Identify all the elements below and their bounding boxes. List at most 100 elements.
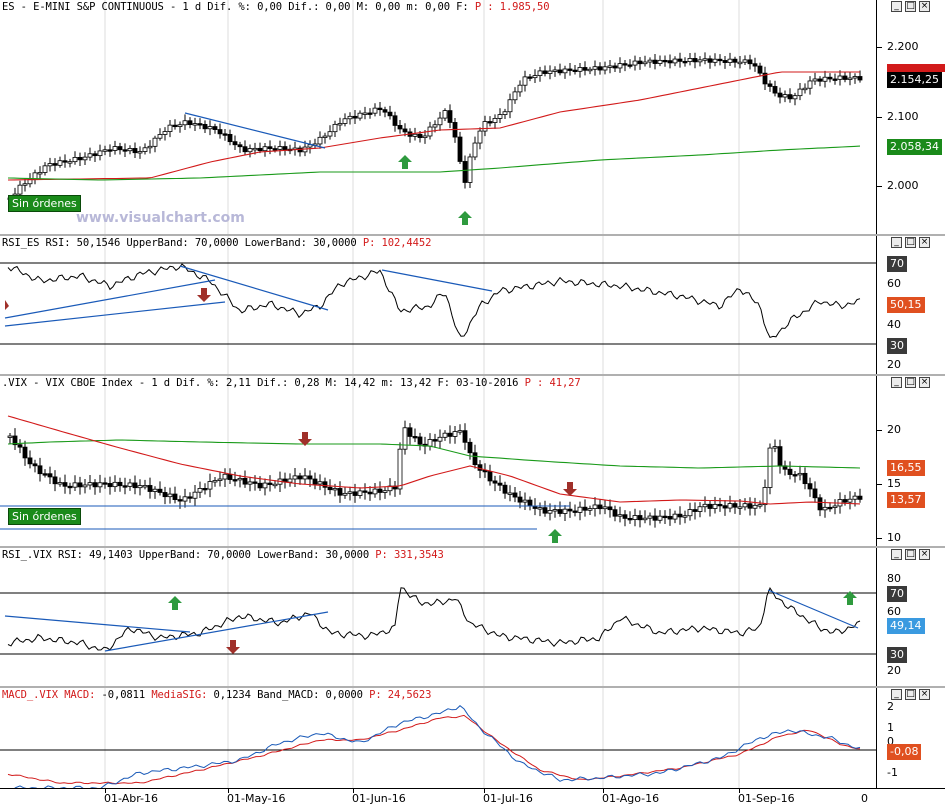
close-icon[interactable]: × xyxy=(919,377,930,388)
maximize-icon[interactable]: □ xyxy=(905,237,916,248)
date-axis[interactable]: 01-Abr-16 01-May-16 01-Jun-16 01-Jul-16 … xyxy=(0,788,945,806)
rsi-es-chart[interactable] xyxy=(0,236,876,374)
no-orders-badge[interactable]: Sin órdenes xyxy=(8,195,81,212)
trend-line xyxy=(4,615,191,633)
candle xyxy=(567,68,573,71)
candle xyxy=(412,133,418,137)
candle xyxy=(17,184,23,195)
candle xyxy=(772,86,778,94)
candle xyxy=(382,109,388,113)
no-orders-badge[interactable]: Sin órdenes xyxy=(8,508,81,525)
close-icon[interactable]: × xyxy=(919,1,930,12)
candle xyxy=(497,114,503,119)
candle xyxy=(637,515,643,521)
candle xyxy=(472,452,478,466)
candle xyxy=(252,481,258,484)
minimize-icon[interactable]: _ xyxy=(891,549,902,560)
vix-price-panel: .VIX - VIX CBOE Index - 1 d Dif. %: 2,11… xyxy=(0,376,945,548)
candle xyxy=(732,503,738,508)
maximize-icon[interactable]: □ xyxy=(905,377,916,388)
candle xyxy=(812,488,818,499)
candle xyxy=(222,133,228,136)
candle xyxy=(817,78,823,82)
candle xyxy=(122,485,128,488)
candle xyxy=(22,446,28,459)
candle xyxy=(32,463,38,467)
macd-chart[interactable] xyxy=(0,688,876,788)
candle xyxy=(677,58,683,62)
candle xyxy=(422,135,428,139)
candle xyxy=(487,121,493,124)
es-price-axis[interactable]: _ □ × 2.200 2.100 2.000 2.154,25 2.058,34 xyxy=(876,0,945,234)
candle xyxy=(52,476,58,485)
candle xyxy=(492,118,498,123)
candle xyxy=(742,503,748,508)
macd-header-name: MACD_.VIX MACD: xyxy=(2,689,96,701)
trend-line xyxy=(4,279,216,319)
rsi-vix-tick: 20 xyxy=(887,664,901,677)
rsi-vix-chart[interactable] xyxy=(0,548,876,686)
rsi-vix-tick: 60 xyxy=(887,605,901,618)
candle xyxy=(292,475,298,480)
vix-candlestick-chart[interactable] xyxy=(0,376,876,546)
maximize-icon[interactable]: □ xyxy=(905,1,916,12)
candle xyxy=(67,161,73,164)
candle xyxy=(212,126,218,130)
maximize-icon[interactable]: □ xyxy=(905,689,916,700)
candle xyxy=(497,482,503,486)
candle xyxy=(47,473,53,478)
candle xyxy=(212,480,218,483)
minimize-icon[interactable]: _ xyxy=(891,377,902,388)
close-icon[interactable]: × xyxy=(919,237,930,248)
candle xyxy=(587,68,593,72)
macd-line xyxy=(14,705,861,788)
trend-line xyxy=(4,301,226,327)
vix-price-axis[interactable]: _ □ × 20 15 10 16,55 13,57 xyxy=(876,376,945,546)
candle xyxy=(602,66,608,71)
candle xyxy=(532,75,538,79)
candle xyxy=(527,499,533,507)
candle xyxy=(397,448,403,490)
candle xyxy=(717,58,723,62)
candle xyxy=(327,131,333,137)
minimize-icon[interactable]: _ xyxy=(891,689,902,700)
candle xyxy=(372,488,378,495)
candle xyxy=(192,123,198,126)
candle xyxy=(797,88,803,97)
close-icon[interactable]: × xyxy=(919,549,930,560)
vix-ma-green-line xyxy=(7,439,861,469)
candle xyxy=(732,58,738,63)
rsi-vix-axis[interactable]: _ □ × 80 70 60 49,14 30 20 xyxy=(876,548,945,686)
candle xyxy=(572,69,578,73)
rsi-es-panel-controls: _ □ × xyxy=(891,237,930,248)
date-label: 01-Abr-16 xyxy=(104,792,159,805)
es-ma-red-marker xyxy=(887,64,945,72)
candle xyxy=(537,507,543,510)
rsi-es-axis[interactable]: _ □ × 70 60 50,15 40 30 20 xyxy=(876,236,945,374)
candle xyxy=(727,503,733,509)
macd-axis[interactable]: _ □ × 2 1 0 -0,08 -1 xyxy=(876,688,945,788)
candle xyxy=(252,147,258,151)
vix-header: .VIX - VIX CBOE Index - 1 d Dif. %: 2,11… xyxy=(2,377,581,389)
candle xyxy=(267,146,273,149)
close-icon[interactable]: × xyxy=(919,689,930,700)
candle xyxy=(827,506,833,510)
es-candlestick-chart[interactable] xyxy=(0,0,876,234)
candle xyxy=(712,503,718,509)
maximize-icon[interactable]: □ xyxy=(905,549,916,560)
candle xyxy=(797,472,803,476)
candle xyxy=(217,129,223,135)
rsi-es-lower-tag: 30 xyxy=(887,338,907,354)
date-label: 01-Jul-16 xyxy=(483,792,533,805)
candle xyxy=(332,488,338,491)
candle xyxy=(647,59,653,63)
candle xyxy=(257,147,263,152)
minimize-icon[interactable]: _ xyxy=(891,1,902,12)
candle xyxy=(682,515,688,518)
es-tick: 2.200 xyxy=(887,40,919,53)
candle xyxy=(307,475,313,480)
es-price-panel: ES - E-MINI S&P CONTINUOUS - 1 d Dif. %:… xyxy=(0,0,945,236)
candle xyxy=(182,496,188,502)
minimize-icon[interactable]: _ xyxy=(891,237,902,248)
candle xyxy=(712,58,718,63)
